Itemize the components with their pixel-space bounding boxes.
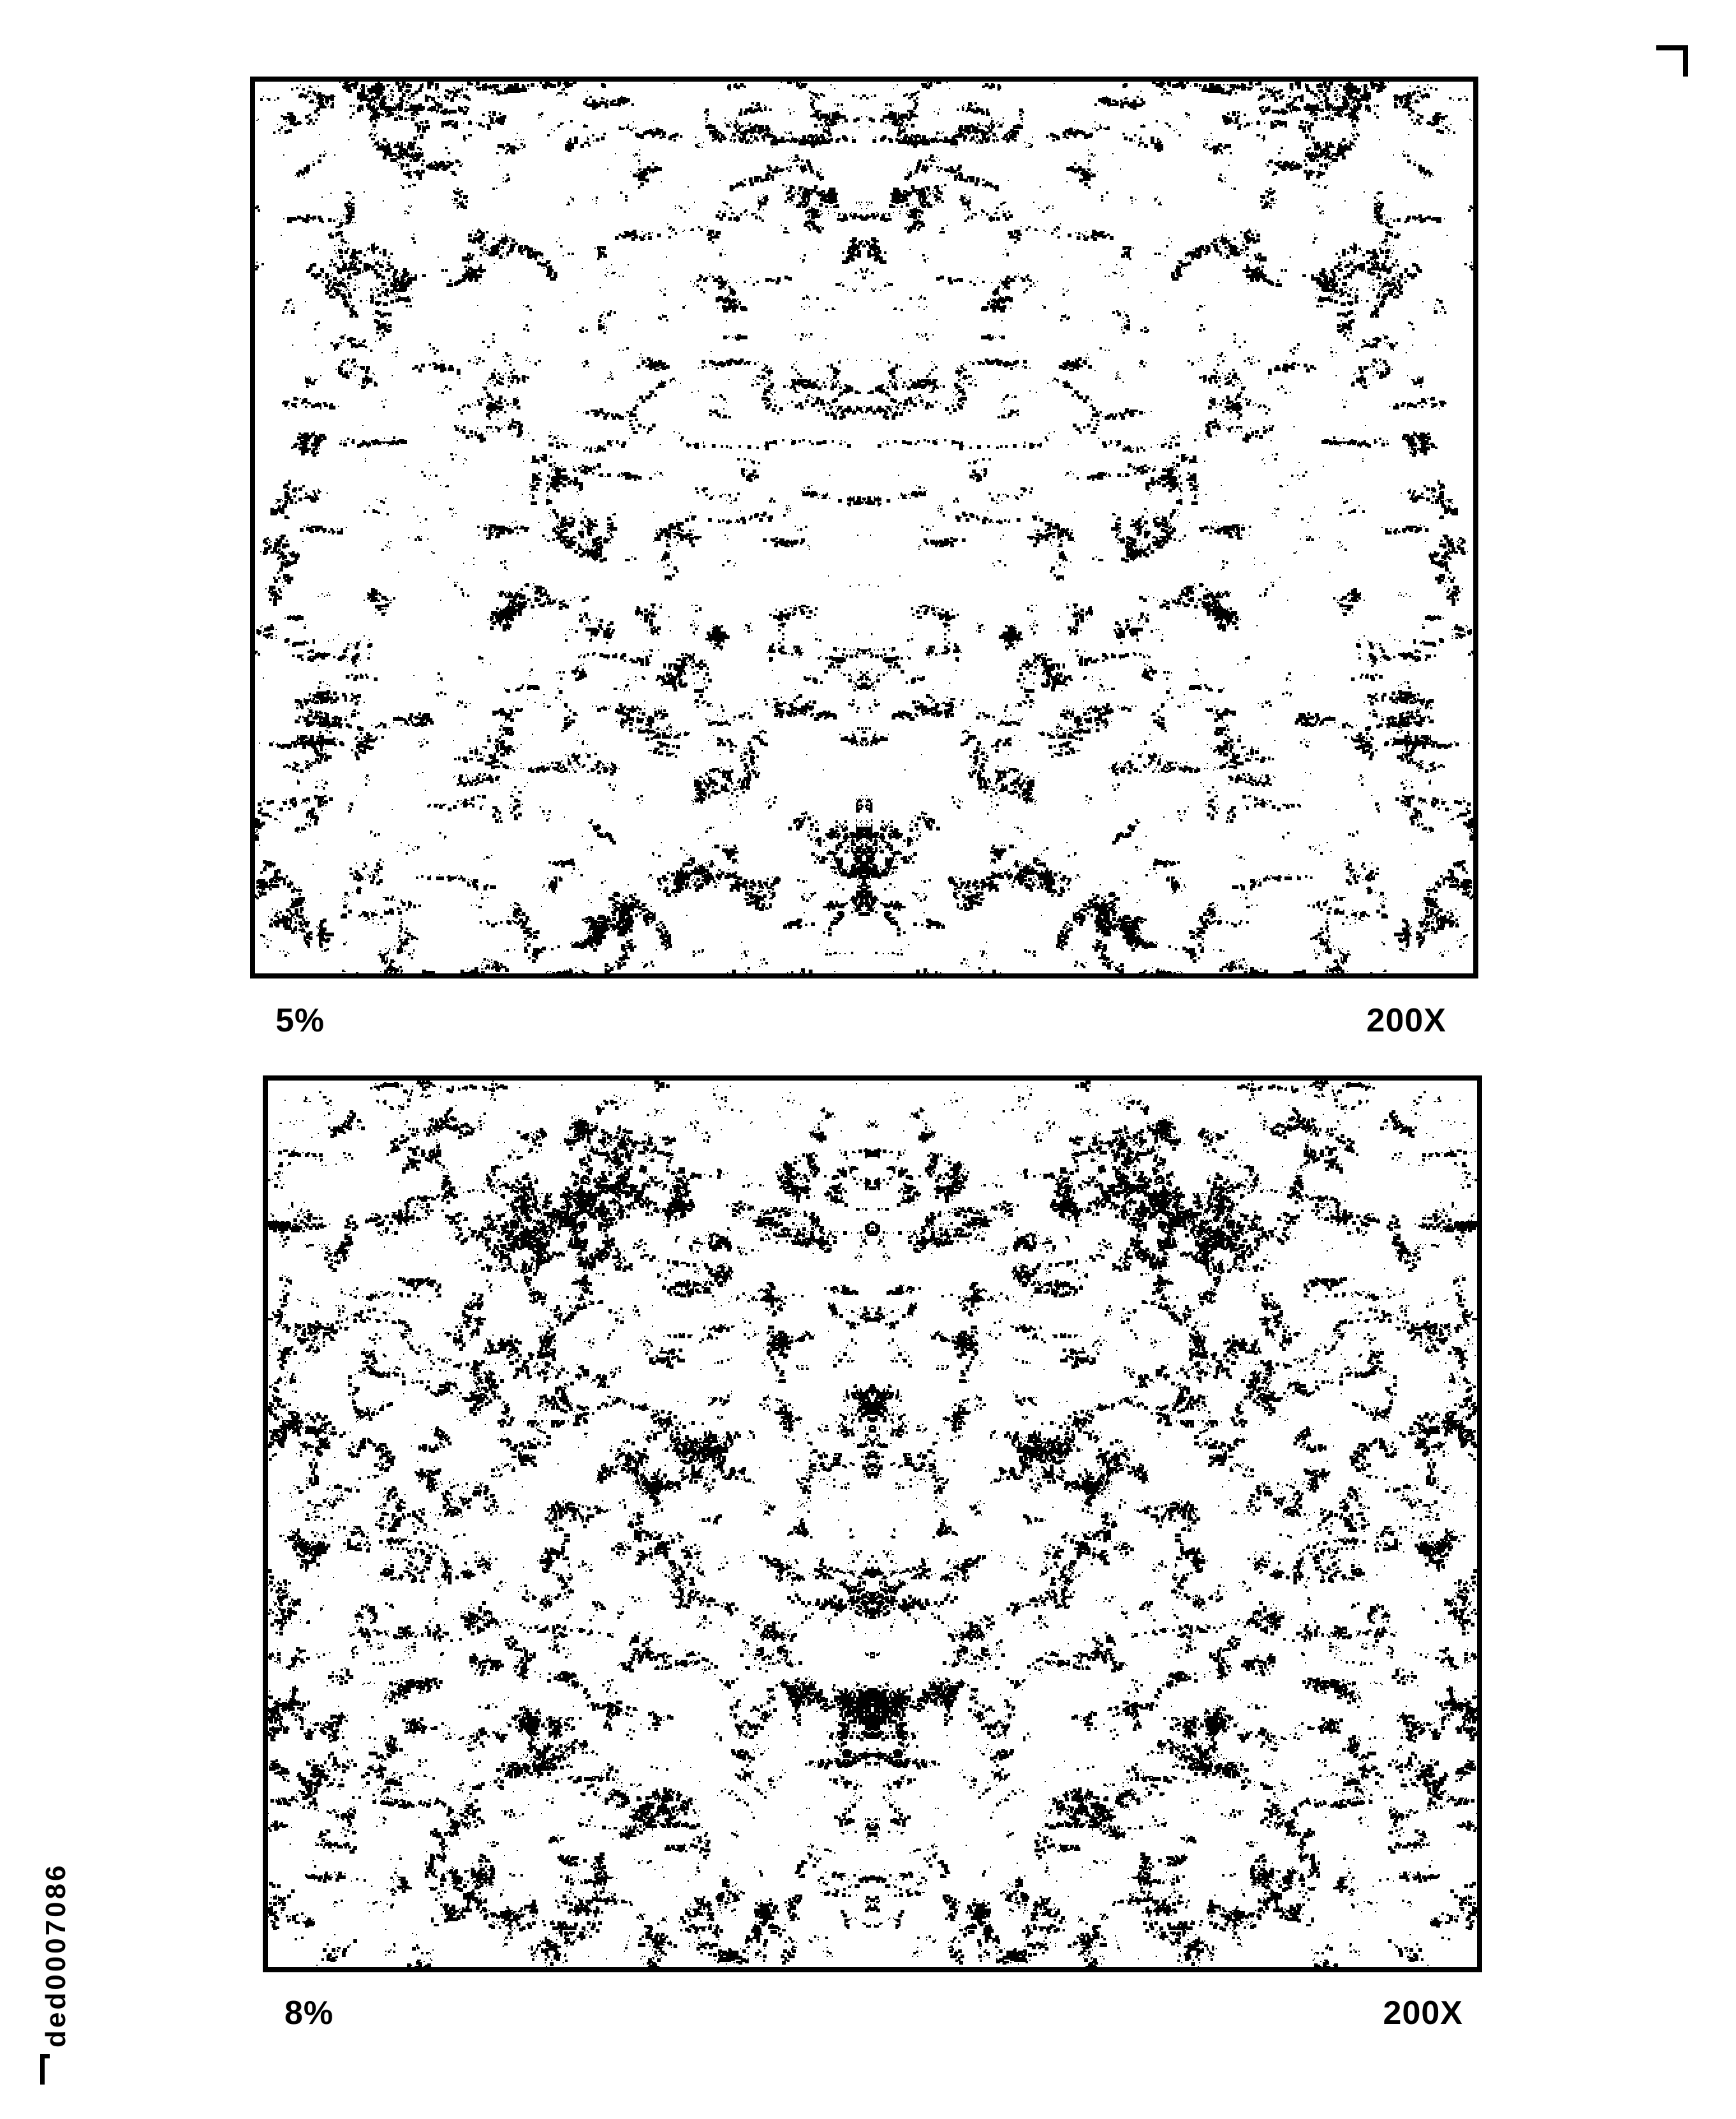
- magnification-label-bottom: 200X: [1383, 1995, 1463, 2032]
- micrograph-frame-bottom: [263, 1075, 1482, 1972]
- porosity-label-top: 5%: [276, 1002, 325, 1039]
- crop-corner-mark-icon: [1656, 45, 1688, 77]
- micrograph-frame-top: [250, 77, 1478, 978]
- porosity-label-bottom: 8%: [284, 1995, 334, 2032]
- magnification-label-top: 200X: [1366, 1002, 1446, 1039]
- document-id-text: ded0007086: [40, 1863, 71, 2048]
- caption-top: 5% 200X: [276, 1003, 1446, 1038]
- document-id: ded0007086: [40, 1863, 71, 2085]
- micrograph-image-bottom: [268, 1081, 1477, 1967]
- caption-bottom: 8% 200X: [284, 1995, 1463, 2031]
- corner-bracket-icon: [40, 2054, 50, 2085]
- micrograph-image-top: [255, 82, 1473, 973]
